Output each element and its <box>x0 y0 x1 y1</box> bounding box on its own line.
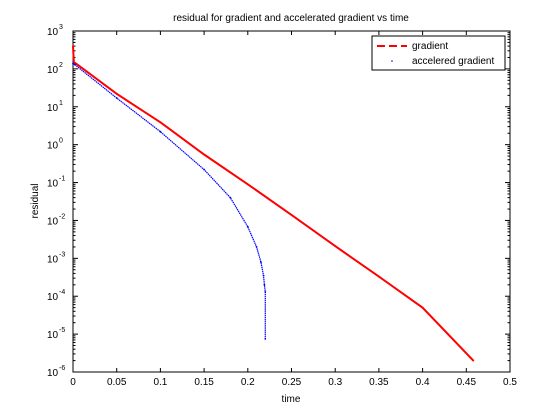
y-tick-label-base: 10 <box>47 179 59 190</box>
y-tick-label-base: 10 <box>47 254 59 265</box>
plot-area <box>72 30 511 373</box>
x-tick-label: 0.1 <box>153 377 167 388</box>
y-tick-label-exponent: 3 <box>59 24 63 31</box>
data-point-gradient <box>203 153 206 156</box>
y-tick-label-base: 10 <box>47 368 59 379</box>
y-tick-label-exponent: 0 <box>59 138 63 145</box>
y-tick-label-exponent: -3 <box>59 251 65 258</box>
series-group <box>72 45 475 362</box>
y-tick-label-exponent: -2 <box>59 213 65 220</box>
y-tick-label-base: 10 <box>47 65 59 76</box>
y-tick-label-exponent: -4 <box>59 289 65 296</box>
y-tick-label-base: 10 <box>47 141 59 152</box>
x-tick-label: 0.15 <box>194 377 214 388</box>
data-point-gradient <box>115 92 118 95</box>
data-point-gradient <box>378 275 380 278</box>
y-tick-label-base: 10 <box>47 27 59 38</box>
data-point-gradient <box>472 359 475 362</box>
x-tick-label: 0.25 <box>282 377 302 388</box>
y-tick-label-base: 10 <box>47 103 59 114</box>
data-point-gradient <box>76 63 79 66</box>
data-point-accelered-gradient <box>263 283 266 286</box>
legend: gradient accelered gradient <box>371 35 506 71</box>
x-tick-label: 0 <box>70 377 76 388</box>
data-point-accelered-gradient <box>264 337 267 340</box>
data-point-accelered-gradient <box>260 261 262 263</box>
x-tick-label: 0.2 <box>241 377 255 388</box>
y-tick-label-exponent: 2 <box>59 62 63 69</box>
data-point-accelered-gradient <box>159 130 162 133</box>
x-tick-label: 0.05 <box>107 377 127 388</box>
data-point-gradient <box>246 183 249 186</box>
data-point-accelered-gradient <box>246 225 249 228</box>
x-tick-label: 0.4 <box>416 377 430 388</box>
x-tick-label: 0.3 <box>328 377 342 388</box>
data-point-gradient <box>72 45 74 47</box>
legend-swatch-accelered-gradient <box>391 60 393 62</box>
data-point-gradient <box>290 214 293 216</box>
legend-label-gradient: gradient <box>412 41 448 52</box>
y-axis-label: residual <box>30 183 41 218</box>
x-tick-label: 0.35 <box>369 377 389 388</box>
x-axis-label: time <box>282 394 301 405</box>
data-point-accelered-gradient <box>229 196 232 199</box>
y-tick-label-base: 10 <box>47 292 59 303</box>
y-tick-label-exponent: 1 <box>59 100 63 107</box>
data-point-gradient <box>421 306 424 309</box>
legend-label-accelered-gradient: accelered gradient <box>412 56 494 67</box>
data-point-accelered-gradient <box>255 246 258 248</box>
data-point-accelered-gradient <box>115 97 118 99</box>
y-tick-label-base: 10 <box>47 216 59 227</box>
x-tick-label: 0.45 <box>457 377 477 388</box>
legend-box <box>371 35 506 71</box>
y-tick-label-exponent: -5 <box>59 327 65 334</box>
data-point-accelered-gradient <box>73 63 76 66</box>
data-point-accelered-gradient <box>264 291 267 293</box>
chart-title: residual for gradient and accelerated gr… <box>173 13 409 24</box>
x-tick-label: 0.5 <box>503 377 517 388</box>
data-point-accelered-gradient <box>72 62 74 65</box>
data-point-accelered-gradient <box>203 168 206 171</box>
data-point-accelered-gradient <box>262 274 265 277</box>
y-tick-label-exponent: -1 <box>59 176 65 183</box>
y-tick-label-exponent: -6 <box>59 365 65 372</box>
data-point-gradient <box>159 121 162 124</box>
data-point-gradient <box>334 245 337 248</box>
y-tick-label-base: 10 <box>47 330 59 341</box>
